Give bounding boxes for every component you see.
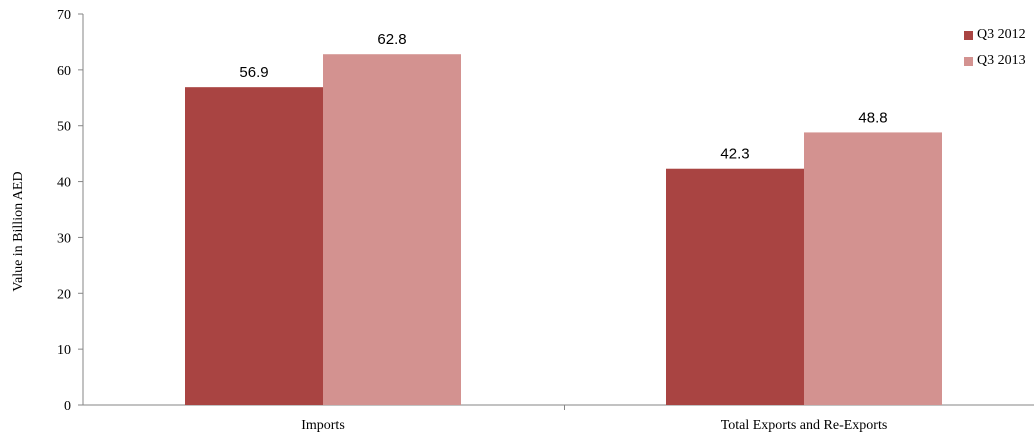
y-tick-label: 40	[57, 176, 71, 191]
bar-q3-2012	[666, 168, 804, 405]
legend-label-q3-2012: Q3 2012	[977, 27, 1026, 42]
y-tick-label: 10	[57, 343, 71, 358]
bars	[185, 54, 942, 406]
legend-item-q3-2013: Q3 2013	[964, 52, 1026, 70]
legend-item-q3-2012: Q3 2012	[964, 26, 1026, 44]
bar-value-label: 48.8	[858, 109, 887, 126]
bar-q3-2013	[804, 132, 942, 405]
y-tick-label: 30	[57, 231, 71, 246]
bar-value-label: 62.8	[377, 31, 406, 48]
legend-label-q3-2013: Q3 2013	[977, 53, 1026, 68]
bar-q3-2012	[185, 87, 323, 406]
legend-swatch-q3-2012	[964, 30, 973, 40]
y-tick-label: 50	[57, 120, 71, 135]
legend: Q3 2012 Q3 2013	[964, 26, 1026, 78]
bar-q3-2013	[323, 54, 461, 406]
y-tick-label: 0	[64, 399, 71, 414]
y-tick-label: 20	[57, 287, 71, 302]
category-label: Total Exports and Re-Exports	[721, 418, 888, 433]
y-tick-label: 70	[57, 8, 71, 23]
bar-value-label: 42.3	[720, 146, 749, 163]
bar-value-label: 56.9	[239, 64, 268, 81]
labels: 0 10 20 30 40 50 60 70 Imports Total Exports and …	[11, 8, 888, 433]
y-axis-title: Value in Billion AED	[11, 171, 26, 291]
y-tick-label: 60	[57, 64, 71, 79]
category-label: Imports	[301, 418, 345, 433]
legend-swatch-q3-2013	[964, 56, 973, 66]
